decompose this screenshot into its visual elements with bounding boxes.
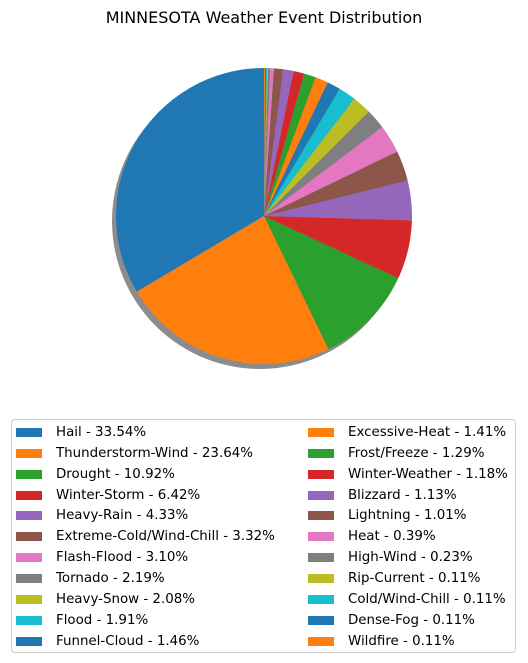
legend-swatch: [16, 594, 42, 604]
legend-item: Hail - 33.54%: [16, 422, 146, 443]
legend-item: Heat - 0.39%: [308, 526, 436, 547]
legend-item: Winter-Weather - 1.18%: [308, 464, 508, 485]
legend-label: High-Wind - 0.23%: [348, 550, 473, 566]
legend-swatch: [16, 615, 42, 625]
pie-slice: [264, 68, 271, 216]
legend-label: Funnel-Cloud - 1.46%: [56, 633, 200, 649]
legend-swatch: [308, 469, 334, 479]
legend-label: Drought - 10.92%: [56, 466, 175, 482]
pie-slice: [264, 126, 398, 216]
legend-label: Wildfire - 0.11%: [348, 633, 455, 649]
pie-slice: [264, 216, 412, 279]
legend-label: Excessive-Heat - 1.41%: [348, 425, 507, 440]
chart-legend: Hail - 33.54% Thunderstorm-Wind - 23.64% D…: [11, 419, 516, 653]
legend-swatch: [308, 594, 334, 604]
legend-label: Cold/Wind-Chill - 0.11%: [348, 591, 506, 607]
chart-title: MINNESOTA Weather Event Distribution: [105, 8, 423, 27]
pie-slice: [264, 68, 284, 216]
legend-swatch: [16, 448, 42, 458]
legend-item: Cold/Wind-Chill - 0.11%: [308, 589, 506, 610]
legend-label: Hail - 33.54%: [56, 425, 147, 440]
legend-label: Flood - 1.91%: [56, 612, 149, 628]
legend-swatch: [16, 511, 42, 521]
pie-slice: [264, 111, 383, 216]
pie-slice: [264, 98, 369, 216]
legend-label: Extreme-Cold/Wind-Chill - 3.32%: [56, 529, 275, 545]
legend-item: Extreme-Cold/Wind-Chill - 3.32%: [16, 526, 275, 547]
legend-swatch: [308, 615, 334, 625]
legend-swatch: [308, 490, 334, 500]
legend-label: Thunderstorm-Wind - 23.64%: [56, 445, 253, 461]
pie-slice: [264, 180, 412, 221]
legend-item: Lightning - 1.01%: [308, 505, 467, 526]
legend-item: Tornado - 2.19%: [16, 568, 165, 589]
legend-item: Excessive-Heat - 1.41%: [308, 422, 506, 443]
legend-label: Flash-Flood - 3.10%: [56, 550, 189, 566]
legend-label: Heavy-Rain - 4.33%: [56, 508, 189, 524]
pie-slice: [116, 68, 264, 292]
pie-slice: [264, 68, 268, 216]
pie-slice: [264, 68, 274, 216]
pie-slice: [264, 151, 408, 216]
pie-slice: [264, 216, 399, 350]
legend-swatch: [16, 428, 42, 437]
pie-slice: [136, 216, 329, 364]
legend-label: Blizzard - 1.13%: [348, 487, 457, 503]
legend-item: Flash-Flood - 3.10%: [16, 547, 188, 568]
legend-label: Rip-Current - 0.11%: [348, 570, 481, 586]
legend-label: Heat - 0.39%: [348, 529, 436, 545]
legend-item: Heavy-Snow - 2.08%: [16, 589, 195, 610]
legend-swatch: [16, 553, 42, 563]
pie-slice: [264, 73, 316, 216]
legend-item: Frost/Freeze - 1.29%: [308, 443, 484, 464]
legend-swatch: [308, 636, 334, 646]
legend-swatch: [308, 532, 334, 542]
legend-label: Heavy-Snow - 2.08%: [56, 591, 195, 607]
legend-swatch: [16, 532, 42, 542]
pie-slice: [264, 82, 340, 216]
legend-swatch: [16, 490, 42, 500]
pie-slice: [264, 88, 355, 216]
pie-slice: [264, 67, 266, 216]
pie-slice: [264, 70, 305, 216]
legend-swatch: [308, 428, 334, 437]
pie-chart: [112, 67, 412, 369]
pie-slice: [264, 77, 328, 216]
legend-swatch: [16, 573, 42, 583]
pie-slice: [264, 69, 294, 216]
legend-swatch: [308, 573, 334, 583]
legend-item: Drought - 10.92%: [16, 464, 175, 485]
legend-label: Dense-Fog - 0.11%: [348, 612, 475, 628]
legend-item: Dense-Fog - 0.11%: [308, 610, 475, 631]
legend-item: Rip-Current - 0.11%: [308, 568, 481, 589]
legend-item: Heavy-Rain - 4.33%: [16, 505, 188, 526]
legend-item: Flood - 1.91%: [16, 610, 148, 631]
legend-swatch: [308, 448, 334, 458]
legend-item: Winter-Storm - 6.42%: [16, 485, 200, 506]
legend-label: Lightning - 1.01%: [348, 508, 467, 524]
legend-item: High-Wind - 0.23%: [308, 547, 473, 568]
legend-label: Winter-Storm - 6.42%: [56, 487, 201, 503]
pie-slice: [264, 68, 269, 216]
legend-swatch: [16, 469, 42, 479]
legend-swatch: [308, 553, 334, 563]
legend-label: Winter-Weather - 1.18%: [348, 466, 508, 482]
legend-item: Funnel-Cloud - 1.46%: [16, 631, 199, 652]
legend-label: Tornado - 2.19%: [56, 570, 165, 586]
legend-item: Thunderstorm-Wind - 23.64%: [16, 443, 253, 464]
legend-swatch: [16, 636, 42, 646]
legend-item: Blizzard - 1.13%: [308, 485, 457, 506]
legend-swatch: [308, 511, 334, 521]
pie-slice: [264, 68, 267, 216]
legend-label: Frost/Freeze - 1.29%: [348, 445, 485, 461]
legend-item: Wildfire - 0.11%: [308, 631, 455, 652]
